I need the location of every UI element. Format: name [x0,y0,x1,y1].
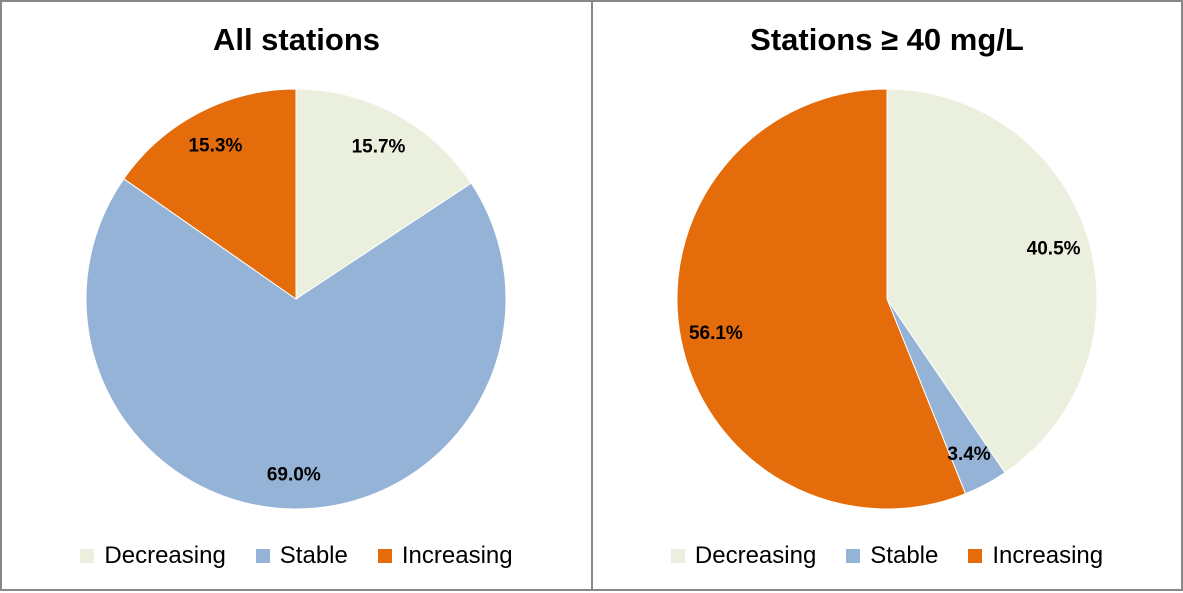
data-label-stable: 3.4% [947,444,990,465]
legend-label: Increasing [992,542,1104,569]
chart-title: Stations ≥ 40 mg/L [750,22,1024,57]
legend-item-stable: Stable [846,542,938,570]
legend-label: Stable [870,542,939,569]
pie-chart: 15.7% 69.0% 15.3% [85,88,507,510]
legend-item-increasing: Increasing [968,542,1103,570]
legend-swatch [80,549,95,563]
chart-title: All stations [212,22,381,57]
data-label-decreasing: 15.7% [352,136,406,157]
data-label-increasing: 15.3% [188,135,242,156]
legend-swatch [377,549,392,563]
legend-item-stable: Stable [255,542,348,570]
data-label-stable: 69.0% [267,464,321,485]
legend: Decreasing Stable Increasing [2,542,591,570]
legend-swatch [846,549,861,563]
chart-panel-stations-40: Stations ≥ 40 mg/L 40.5% 3.4% 56.1% Decrea… [591,0,1183,591]
legend-item-decreasing: Decreasing [670,542,817,570]
data-label-increasing: 56.1% [689,323,743,344]
legend-label: Decreasing [694,542,817,569]
legend-label: Stable [279,542,348,569]
legend-label: Increasing [401,542,513,569]
legend-swatch [255,549,270,563]
pie-slice-decreasing [295,88,472,300]
legend-item-increasing: Increasing [377,542,513,570]
data-label-decreasing: 40.5% [1027,239,1081,260]
legend-label: Decreasing [104,542,226,569]
pie-slice-increasing [123,88,297,300]
pie-slice-decreasing [886,88,1098,474]
chart-panel-all-stations: All stations 15.7% 69.0% 15.3% Decreasing … [0,0,593,591]
legend-swatch [670,549,685,563]
pie-slice-stable [85,178,507,510]
legend-item-decreasing: Decreasing [80,542,226,570]
pie-slice-increasing [676,88,967,510]
legend-swatch [968,549,983,563]
legend: Decreasing Stable Increasing [593,542,1181,570]
pie-chart: 40.5% 3.4% 56.1% [676,88,1098,510]
